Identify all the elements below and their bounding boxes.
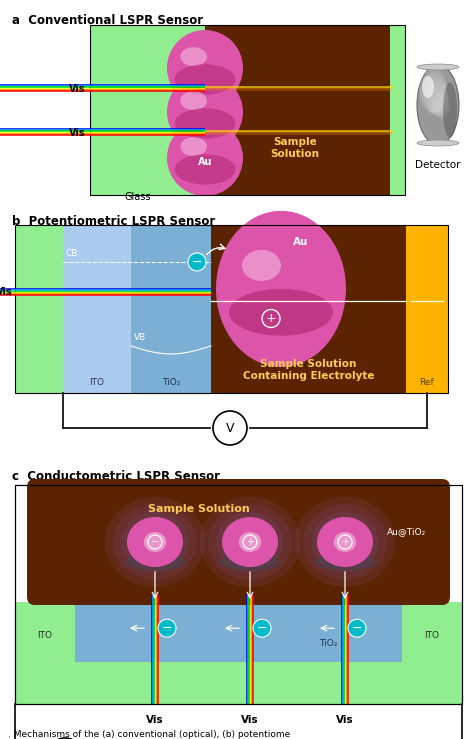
Text: ITO: ITO (90, 378, 104, 387)
Text: VB: VB (134, 333, 146, 342)
Ellipse shape (431, 92, 449, 118)
Ellipse shape (239, 532, 261, 552)
Ellipse shape (429, 87, 449, 117)
Ellipse shape (174, 154, 236, 185)
Text: Detector: Detector (415, 160, 461, 170)
Text: −: − (192, 256, 202, 268)
Ellipse shape (222, 517, 278, 567)
Ellipse shape (217, 512, 283, 572)
Ellipse shape (314, 554, 376, 571)
Text: Vis: Vis (146, 715, 164, 725)
Ellipse shape (417, 140, 459, 146)
Ellipse shape (443, 83, 457, 137)
Text: TiO₂: TiO₂ (319, 639, 337, 648)
Bar (90, 25, 405, 195)
Text: Sample Solution: Sample Solution (147, 504, 249, 514)
Bar (406, 225, 448, 393)
Ellipse shape (200, 497, 301, 587)
Text: Sample
Solution: Sample Solution (271, 137, 319, 159)
Bar (211, 225, 406, 393)
Bar (75, 597, 402, 662)
Text: b  Potentiometric LSPR Sensor: b Potentiometric LSPR Sensor (12, 215, 215, 228)
Ellipse shape (208, 505, 292, 579)
Ellipse shape (242, 250, 281, 281)
Bar (131, 225, 211, 393)
Ellipse shape (334, 532, 356, 552)
Ellipse shape (127, 517, 183, 567)
Text: Vis: Vis (0, 287, 13, 297)
Text: TiO₂: TiO₂ (162, 378, 180, 387)
Text: Ref: Ref (419, 378, 434, 387)
Ellipse shape (167, 30, 243, 106)
Circle shape (188, 253, 206, 271)
Ellipse shape (427, 83, 448, 115)
Text: Au: Au (198, 157, 212, 167)
Text: −: − (352, 621, 362, 635)
Circle shape (213, 411, 247, 445)
Ellipse shape (124, 554, 186, 571)
Text: Vis: Vis (336, 715, 354, 725)
Text: −: − (151, 537, 159, 547)
Text: Vis: Vis (69, 128, 86, 138)
Bar (205, 25, 390, 195)
Ellipse shape (180, 47, 207, 66)
Text: Vis: Vis (69, 84, 86, 94)
FancyBboxPatch shape (27, 479, 450, 605)
Bar (90, 25, 205, 195)
Bar (15, 225, 448, 393)
Text: a  Conventional LSPR Sensor: a Conventional LSPR Sensor (12, 14, 203, 27)
Bar (63, 225, 131, 393)
Text: Sample Solution
Containing Electrolyte: Sample Solution Containing Electrolyte (243, 358, 374, 381)
Ellipse shape (144, 532, 166, 552)
Text: Glass: Glass (125, 192, 151, 202)
Ellipse shape (417, 64, 459, 70)
Ellipse shape (180, 137, 207, 156)
Ellipse shape (174, 108, 236, 139)
Text: c  Conductometric LSPR Sensor: c Conductometric LSPR Sensor (12, 470, 220, 483)
Circle shape (158, 619, 176, 637)
Ellipse shape (219, 554, 281, 571)
Ellipse shape (167, 74, 243, 150)
Circle shape (253, 619, 271, 637)
Circle shape (348, 619, 366, 637)
Text: CB: CB (66, 249, 78, 258)
Text: V: V (226, 421, 234, 435)
Text: −: − (257, 621, 267, 635)
Ellipse shape (317, 517, 373, 567)
Bar (15, 225, 63, 393)
Ellipse shape (113, 505, 197, 579)
Ellipse shape (419, 67, 447, 112)
Text: +: + (266, 312, 276, 325)
Text: . Mechanisms of the (a) conventional (optical), (b) potentiome: . Mechanisms of the (a) conventional (op… (8, 730, 290, 739)
Ellipse shape (421, 72, 447, 114)
Ellipse shape (422, 76, 434, 98)
Text: −: − (162, 621, 172, 635)
Text: +: + (246, 537, 254, 547)
Circle shape (47, 738, 83, 739)
Text: ITO: ITO (37, 632, 53, 641)
Text: ITO: ITO (425, 632, 439, 641)
Text: Vis: Vis (241, 715, 259, 725)
Bar (402, 602, 462, 662)
Bar (390, 25, 405, 195)
Ellipse shape (167, 120, 243, 196)
Ellipse shape (229, 289, 333, 336)
Bar (15, 602, 75, 662)
Ellipse shape (295, 497, 395, 587)
Text: Au@TiO₂: Au@TiO₂ (387, 528, 426, 537)
Ellipse shape (434, 98, 450, 118)
Ellipse shape (311, 512, 379, 572)
Ellipse shape (174, 64, 236, 95)
Ellipse shape (424, 78, 448, 115)
Ellipse shape (180, 91, 207, 110)
Bar (15, 662, 462, 704)
Ellipse shape (417, 65, 459, 145)
Text: Au: Au (293, 237, 309, 247)
Ellipse shape (121, 512, 189, 572)
Ellipse shape (216, 211, 346, 367)
Bar (15, 485, 462, 704)
Ellipse shape (105, 497, 205, 587)
Ellipse shape (303, 505, 387, 579)
Text: +: + (341, 537, 349, 547)
